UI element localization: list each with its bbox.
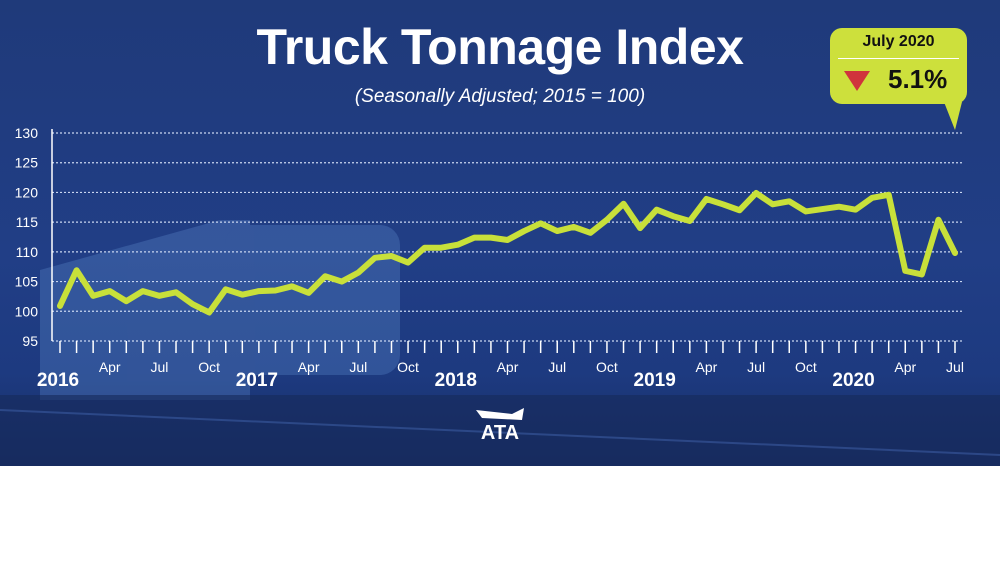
x-month-label: Oct xyxy=(397,359,419,375)
x-month-label: Oct xyxy=(198,359,220,375)
x-year-label: 2017 xyxy=(236,370,278,391)
x-month-label: Apr xyxy=(497,359,519,375)
chart-subtitle: (Seasonally Adjusted; 2015 = 100) xyxy=(354,86,646,107)
x-month-label: Jul xyxy=(349,359,367,375)
y-tick-label: 125 xyxy=(15,155,39,171)
x-year-label: 2019 xyxy=(634,370,676,391)
y-tick-label: 130 xyxy=(15,125,39,141)
x-year-label: 2018 xyxy=(435,370,477,391)
x-month-label: Jul xyxy=(548,359,566,375)
chart-stage: 95 100 105 110 115 120 125 130 Apr Jul Oct Apr Jul Oc… xyxy=(0,0,1000,466)
y-tick-label: 115 xyxy=(16,214,39,230)
ata-logo: ATA xyxy=(472,408,528,445)
logo-text: ATA xyxy=(480,422,520,444)
callout-month: July 2020 xyxy=(862,33,935,50)
y-tick-label: 120 xyxy=(15,184,39,200)
x-year-label: 2016 xyxy=(37,370,79,391)
callout-divider xyxy=(838,58,959,59)
x-year-label: 2020 xyxy=(832,370,874,391)
x-month-label: Jul xyxy=(946,359,964,375)
y-tick-label: 100 xyxy=(15,303,39,319)
callout-box: July 2020 5.1% xyxy=(830,28,967,104)
callout-change: 5.1% xyxy=(888,64,948,94)
chart-title: Truck Tonnage Index xyxy=(256,19,744,75)
x-month-label: Apr xyxy=(894,359,916,375)
x-month-label: Oct xyxy=(795,359,817,375)
down-arrow-icon xyxy=(844,71,870,91)
x-month-label: Jul xyxy=(747,359,765,375)
tonnage-series-line xyxy=(57,190,958,316)
y-tick-label: 95 xyxy=(22,333,38,349)
x-month-label: Apr xyxy=(99,359,121,375)
truck-background xyxy=(0,220,1000,466)
line-chart: 95 100 105 110 115 120 125 130 Apr Jul Oct Apr Jul Oc… xyxy=(15,125,964,391)
flag-stripes-icon xyxy=(476,408,524,420)
x-month-label: Jul xyxy=(150,359,168,375)
x-month-label: Apr xyxy=(298,359,320,375)
x-month-label: Oct xyxy=(596,359,618,375)
y-tick-label: 105 xyxy=(15,274,39,290)
y-tick-label: 110 xyxy=(16,244,39,260)
x-month-label: Apr xyxy=(695,359,717,375)
